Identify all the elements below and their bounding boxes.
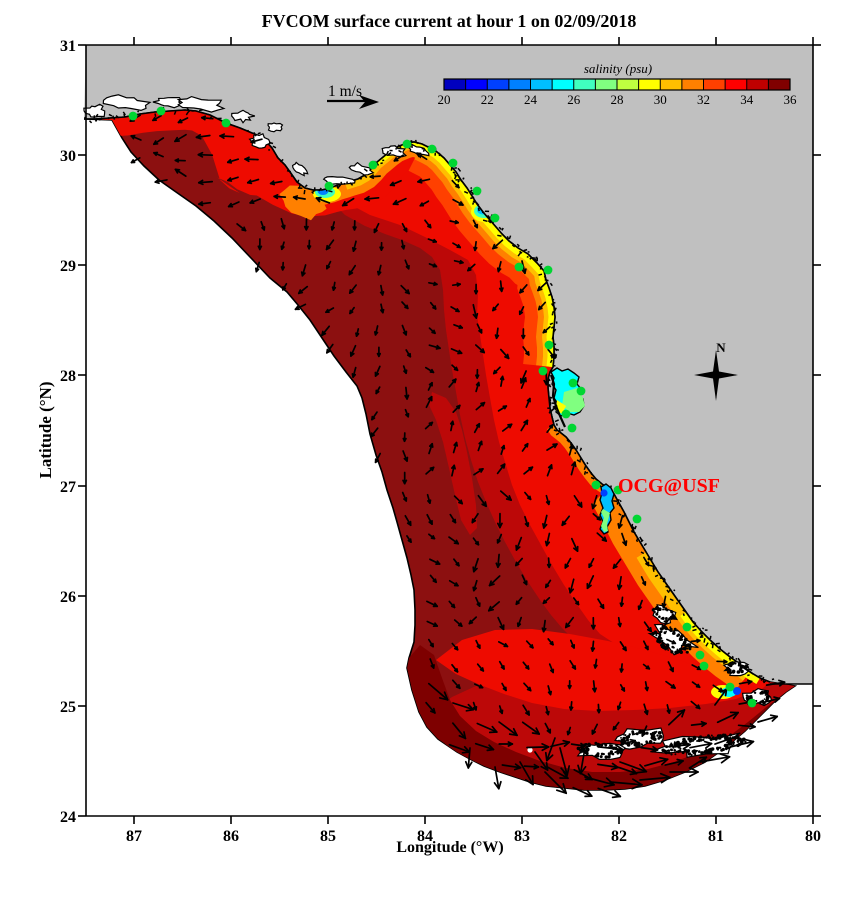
svg-text:30: 30 xyxy=(60,148,76,165)
svg-text:24: 24 xyxy=(524,92,538,107)
svg-text:20: 20 xyxy=(438,92,451,107)
svg-text:26: 26 xyxy=(60,589,76,606)
svg-text:26: 26 xyxy=(567,92,581,107)
svg-text:80: 80 xyxy=(805,828,821,845)
svg-text:86: 86 xyxy=(223,828,239,845)
svg-text:22: 22 xyxy=(481,92,494,107)
svg-text:N: N xyxy=(716,340,726,355)
svg-text:82: 82 xyxy=(611,828,627,845)
svg-text:87: 87 xyxy=(126,828,142,845)
svg-text:83: 83 xyxy=(514,828,530,845)
svg-text:FVCOM surface current at hour: FVCOM surface current at hour 1 on 02/09… xyxy=(262,11,637,31)
svg-text:OCG@USF: OCG@USF xyxy=(618,475,720,497)
svg-text:28: 28 xyxy=(611,92,624,107)
svg-text:1 m/s: 1 m/s xyxy=(328,83,362,100)
svg-text:30: 30 xyxy=(654,92,667,107)
svg-text:31: 31 xyxy=(60,38,76,55)
svg-text:27: 27 xyxy=(60,479,76,496)
svg-text:32: 32 xyxy=(697,92,710,107)
svg-text:28: 28 xyxy=(60,368,76,385)
svg-text:Longitude (°W): Longitude (°W) xyxy=(396,839,503,856)
svg-text:84: 84 xyxy=(417,828,433,845)
svg-text:36: 36 xyxy=(784,92,798,107)
svg-text:25: 25 xyxy=(60,699,76,716)
svg-text:34: 34 xyxy=(740,92,754,107)
svg-text:85: 85 xyxy=(320,828,336,845)
svg-text:salinity (psu): salinity (psu) xyxy=(584,61,652,76)
svg-text:29: 29 xyxy=(60,258,76,275)
svg-text:Latitude (°N): Latitude (°N) xyxy=(36,382,55,479)
svg-text:24: 24 xyxy=(60,809,76,826)
svg-text:81: 81 xyxy=(708,828,724,845)
